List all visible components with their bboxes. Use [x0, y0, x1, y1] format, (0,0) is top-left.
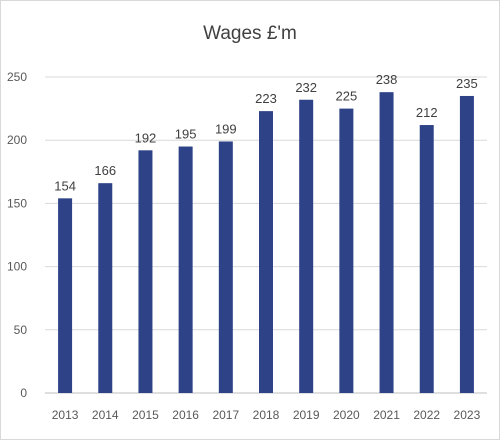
x-tick-label-2016: 2016: [172, 408, 199, 422]
data-label-2019: 232: [295, 80, 317, 95]
bar-2013: [58, 198, 73, 393]
y-axis-ticks: 0 50 100 150 200 250: [7, 70, 27, 400]
x-tick-label-2018: 2018: [253, 408, 280, 422]
y-tick-label: 100: [7, 260, 27, 274]
x-tick-label-2019: 2019: [293, 408, 320, 422]
y-tick-label: 250: [7, 70, 27, 84]
x-tick-label-2020: 2020: [333, 408, 360, 422]
y-tick-label: 0: [20, 386, 27, 400]
data-label-2021: 238: [376, 72, 398, 87]
x-tick-label-2023: 2023: [454, 408, 481, 422]
bar-2017: [218, 141, 233, 393]
x-axis-ticks: 2013 2014 2015 2016 2017 2018 2019 2020 2021 2022…: [52, 408, 481, 422]
data-label-2022: 212: [416, 105, 438, 120]
bar-2015: [138, 150, 153, 393]
data-label-2015: 192: [135, 130, 157, 145]
x-tick-label-2022: 2022: [413, 408, 440, 422]
x-tick-label-2014: 2014: [92, 408, 119, 422]
data-label-2018: 223: [255, 91, 277, 106]
bar-2022: [419, 125, 434, 394]
data-label-2013: 154: [54, 178, 76, 193]
data-label-2016: 195: [175, 127, 197, 142]
bar-2023: [459, 95, 474, 394]
bar-2018: [259, 111, 273, 394]
y-tick-label: 50: [14, 323, 28, 337]
bar-2020: [339, 108, 354, 393]
data-label-2014: 166: [94, 163, 116, 178]
bar-2021: [379, 92, 394, 393]
y-tick-label: 200: [7, 133, 27, 147]
chart-title: Wages £'m: [203, 23, 297, 44]
bars: [58, 92, 474, 394]
data-label-2023: 235: [456, 76, 478, 91]
data-label-2020: 225: [336, 89, 358, 104]
x-tick-label-2017: 2017: [212, 408, 239, 422]
x-tick-label-2013: 2013: [52, 408, 79, 422]
bar-2014: [98, 183, 113, 393]
bar-2019: [299, 99, 314, 393]
x-tick-label-2021: 2021: [373, 408, 400, 422]
data-labels: 154 166 192 195 199 223 232 225 238 212 235: [54, 72, 478, 193]
x-tick-label-2015: 2015: [132, 408, 159, 422]
data-label-2017: 199: [215, 121, 237, 136]
bar-2016: [178, 146, 193, 393]
y-tick-label: 150: [7, 196, 27, 210]
